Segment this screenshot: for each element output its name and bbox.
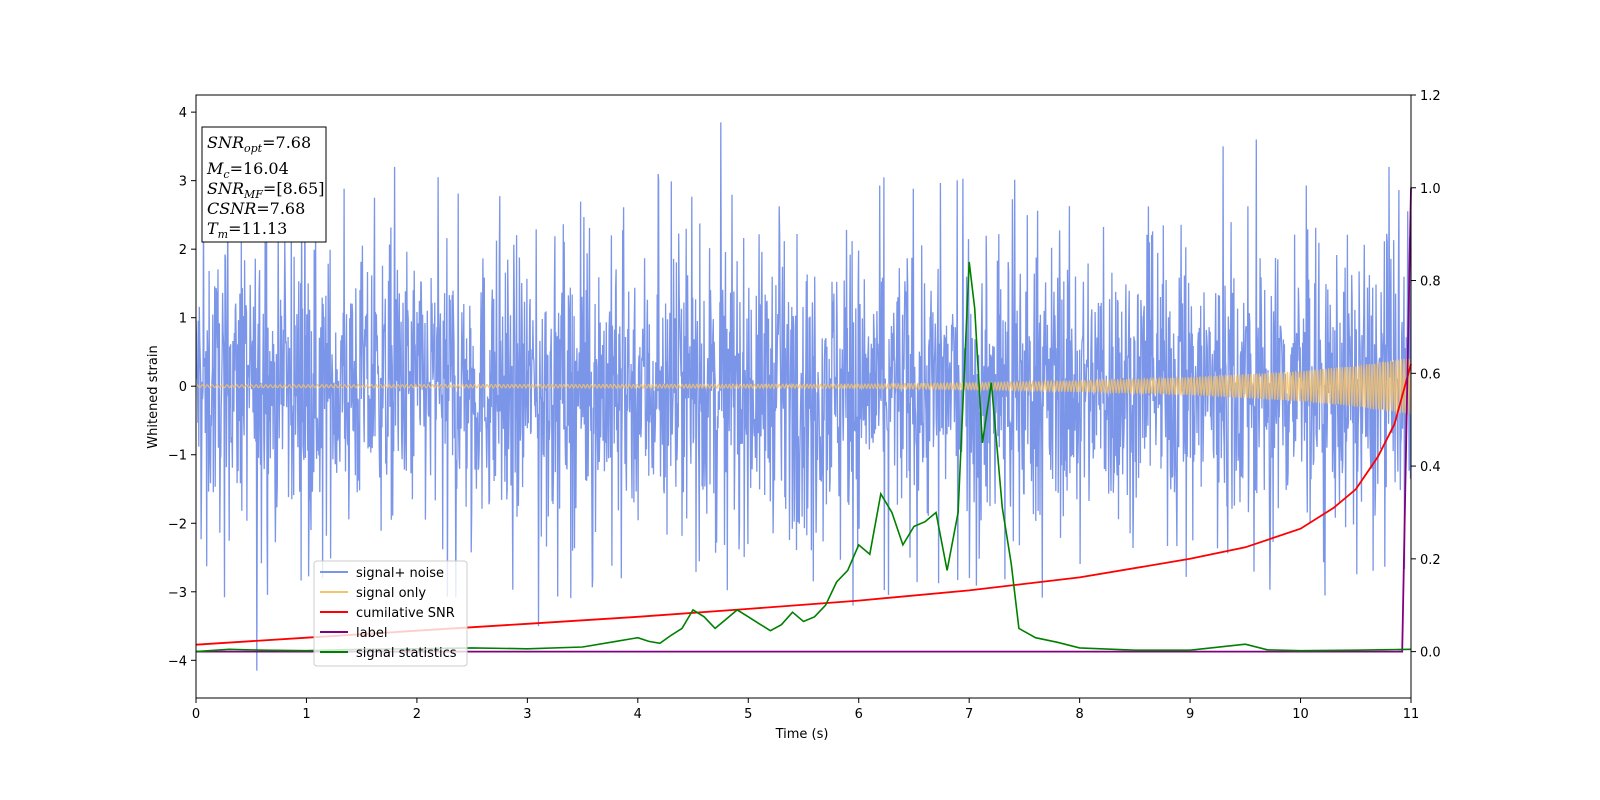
- y-axis-right: 0.0 0.2 0.4 0.6 0.8 1.0 1.2: [1411, 89, 1441, 661]
- x-axis-label: Time (s): [775, 727, 829, 742]
- x-tick-label: 6: [855, 707, 863, 722]
- x-tick-label: 9: [1186, 707, 1194, 722]
- x-tick-label: 10: [1292, 707, 1309, 722]
- y-right-tick-label: 0.6: [1420, 367, 1441, 382]
- y-left-tick-label: −3: [168, 586, 187, 601]
- annotation-mc: Mc=16.04: [206, 159, 289, 181]
- x-tick-label: 3: [523, 707, 531, 722]
- y-right-tick-label: 1.2: [1420, 89, 1441, 104]
- legend-label-signal-statistics: signal statistics: [356, 646, 457, 661]
- y-left-tick-label: −2: [168, 517, 187, 532]
- y-left-tick-label: 3: [179, 175, 187, 190]
- axes-frame: [195, 94, 1412, 699]
- y-left-tick-label: −4: [168, 654, 187, 669]
- y-left-tick-label: 4: [179, 106, 187, 121]
- y-left-tick-label: 2: [179, 243, 187, 258]
- series-label: [196, 187, 1412, 653]
- annotation-tm: Tm=11.13: [207, 219, 287, 241]
- plot-area: [195, 122, 1412, 671]
- x-tick-label: 0: [192, 707, 200, 722]
- x-tick-label: 5: [744, 707, 752, 722]
- legend-label-cumulative-snr: cumilative SNR: [356, 606, 455, 621]
- series-signal-statistics: [195, 261, 1412, 653]
- y-left-tick-label: −1: [168, 449, 187, 464]
- y-right-tick-label: 0.0: [1420, 646, 1441, 661]
- legend-label-signal-noise: signal+ noise: [356, 566, 444, 581]
- x-tick-label: 7: [965, 707, 973, 722]
- series-signal-only: [195, 358, 1412, 415]
- legend-label-signal-only: signal only: [356, 586, 426, 601]
- x-tick-label: 4: [634, 707, 642, 722]
- y-right-tick-label: 0.8: [1420, 275, 1441, 290]
- annotation-csnr: CSNR=7.68: [207, 199, 305, 218]
- y-axis-left: −4 −3 −2 −1 0 1 2 3 4: [168, 106, 196, 669]
- x-tick-label: 1: [302, 707, 310, 722]
- y-right-tick-label: 1.0: [1420, 182, 1441, 197]
- y-left-tick-label: 0: [179, 380, 187, 395]
- annotation-snr-opt: SNRopt=7.68: [207, 133, 311, 155]
- annotation-snr-mf: SNRMF=[8.65]: [207, 179, 324, 201]
- y-axis-label: Whitened strain: [146, 345, 161, 448]
- x-tick-label: 8: [1075, 707, 1083, 722]
- x-tick-label: 11: [1403, 707, 1420, 722]
- y-right-tick-label: 0.4: [1420, 460, 1441, 475]
- y-right-tick-label: 0.2: [1420, 553, 1441, 568]
- legend-label-label: label: [356, 626, 387, 641]
- x-tick-label: 2: [413, 707, 421, 722]
- legend: signal+ noise signal only cumilative SNR…: [313, 560, 468, 667]
- annotation-box: SNRopt=7.68 Mc=16.04 SNRMF=[8.65] CSNR=7…: [201, 126, 327, 243]
- series-cumulative-snr: [195, 363, 1412, 646]
- x-axis: 0 1 2 3 4 5 6 7 8 9 10 11: [192, 698, 1419, 722]
- y-left-tick-label: 1: [179, 312, 187, 327]
